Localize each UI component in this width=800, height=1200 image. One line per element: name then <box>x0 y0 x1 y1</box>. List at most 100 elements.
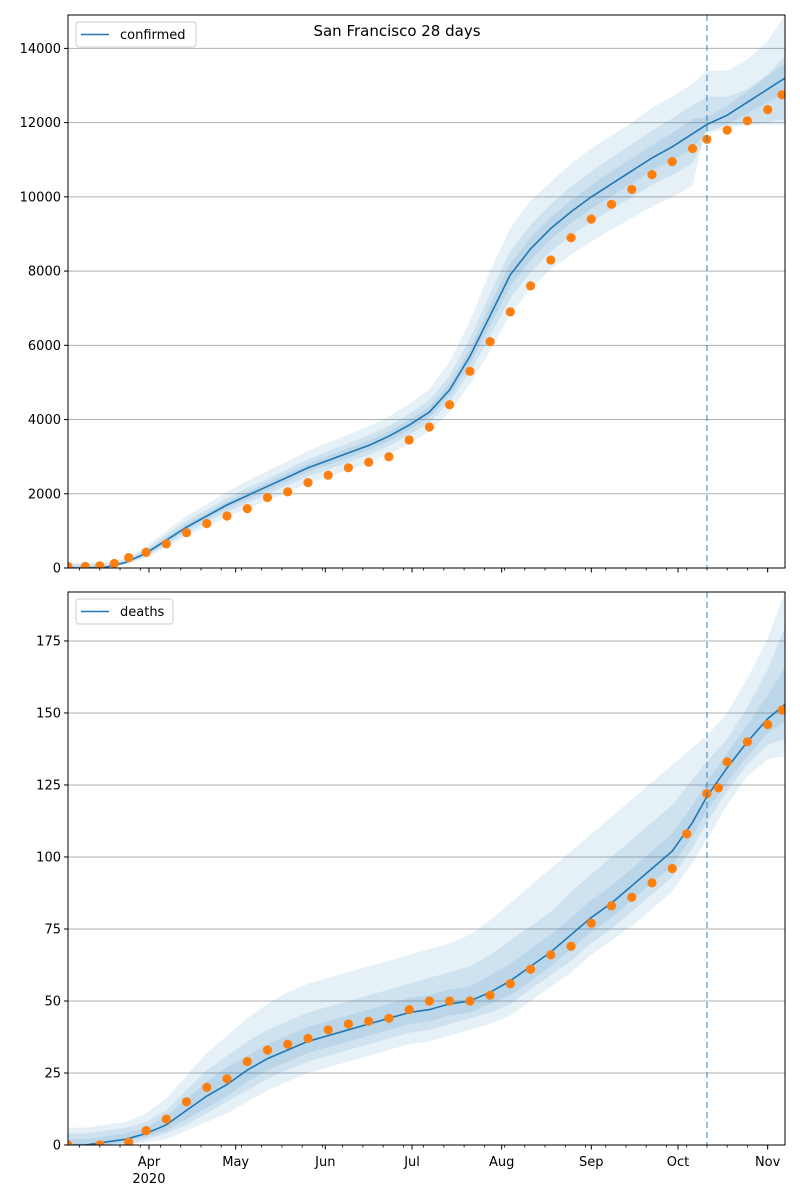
bottom-observed-point <box>546 950 556 960</box>
top-ytick-label: 8000 <box>28 265 61 280</box>
top-panel: 0 2000 4000 6000 8000 10000 12000 14000 confirme… <box>20 14 786 577</box>
top-ytick-label: 2000 <box>28 487 61 502</box>
bottom-series-deaths <box>68 703 785 1145</box>
bottom-panel: 0 25 50 75 100 125 150 175 deaths <box>36 591 786 1154</box>
top-ytick-label: 4000 <box>28 413 61 428</box>
bottom-band-outer <box>68 592 785 1145</box>
bottom-observed-point <box>364 1016 374 1026</box>
top-observed-point <box>606 199 617 209</box>
bottom-ytick-label: 175 <box>36 634 61 649</box>
bottom-observed-point <box>283 1039 293 1049</box>
bottom-ytick-label: 0 <box>53 1139 61 1154</box>
top-observed-point <box>687 144 698 154</box>
top-band-outer <box>68 15 785 568</box>
top-ytick-label: 12000 <box>20 116 61 131</box>
top-legend-label: confirmed <box>120 28 186 43</box>
bottom-observed-point <box>465 996 475 1006</box>
bottom-band-middle <box>68 626 785 1145</box>
top-observed-point <box>586 214 596 224</box>
bottom-observed-point <box>95 1140 105 1145</box>
top-legend-box <box>75 21 197 48</box>
top-axes-frame <box>67 14 786 569</box>
top-observed-point <box>202 518 212 529</box>
top-observed-point <box>465 366 475 376</box>
bottom-observed-point <box>777 705 785 715</box>
bottom-observed-point <box>713 783 724 793</box>
top-plot-area <box>68 15 785 568</box>
bottom-observed-point <box>606 901 617 911</box>
top-observed-point <box>364 457 374 467</box>
bottom-xtick-label: Oct <box>667 1155 689 1170</box>
bottom-legend: deaths <box>75 598 174 625</box>
bottom-observed-point <box>682 829 692 839</box>
bottom-ytick-label: 125 <box>36 778 61 793</box>
bottom-xtick-label: Jul <box>403 1155 420 1170</box>
top-observed-point <box>763 105 773 115</box>
top-observed-point <box>546 255 556 265</box>
bottom-observed-point <box>404 1005 414 1015</box>
top-observed-point <box>343 463 353 473</box>
top-observed-points <box>68 90 785 568</box>
bottom-xtick-label: Nov <box>755 1155 781 1170</box>
bottom-observed-point <box>384 1013 394 1023</box>
bottom-observed-point <box>424 996 434 1006</box>
top-band-middle <box>68 55 785 568</box>
bottom-xtick-label: Sep <box>579 1155 604 1170</box>
top-observed-point <box>485 337 495 347</box>
bottom-observed-point <box>202 1082 212 1092</box>
top-ytick-label: 0 <box>53 562 61 577</box>
bottom-ytick-label: 25 <box>44 1066 61 1081</box>
top-observed-point <box>722 125 732 135</box>
top-ytick-label: 10000 <box>20 190 61 205</box>
top-observed-point <box>742 116 753 126</box>
bottom-plot-area <box>68 592 785 1145</box>
top-observed-point <box>505 307 515 317</box>
bottom-observed-point <box>161 1114 171 1124</box>
top-observed-point <box>647 170 657 180</box>
bottom-observed-point <box>647 878 657 888</box>
top-observed-point <box>424 422 434 432</box>
bottom-observed-point <box>485 990 495 1000</box>
bottom-ytick-label: 75 <box>44 922 61 937</box>
bottom-observed-point <box>445 996 455 1006</box>
top-observed-point <box>262 492 273 503</box>
top-observed-point <box>404 435 414 445</box>
bottom-observed-point <box>141 1126 151 1136</box>
bottom-observed-point <box>124 1137 134 1145</box>
top-observed-point <box>181 528 192 538</box>
bottom-xtick-label: May <box>222 1155 249 1170</box>
bottom-xtick-year-label: 2020 <box>132 1172 165 1187</box>
bottom-observed-point <box>222 1074 232 1084</box>
top-observed-point <box>303 478 313 488</box>
top-observed-point <box>95 561 105 568</box>
top-band-inner <box>68 63 785 568</box>
bottom-ytick-label: 150 <box>36 706 61 721</box>
top-observed-point <box>141 547 151 558</box>
figure-title: San Francisco 28 days <box>313 22 480 40</box>
top-ytick-label: 14000 <box>20 42 61 57</box>
bottom-observed-point <box>763 719 773 730</box>
bottom-ytick-label: 50 <box>44 994 61 1009</box>
top-series-confirmed <box>68 77 785 568</box>
bottom-observed-point <box>303 1033 313 1043</box>
bottom-observed-point <box>242 1056 252 1067</box>
top-observed-point <box>526 281 536 291</box>
top-observed-point <box>283 487 293 497</box>
bottom-observed-point <box>323 1025 333 1035</box>
top-observed-point <box>627 184 637 194</box>
bottom-observed-point <box>526 964 536 974</box>
top-observed-point <box>222 511 232 521</box>
top-observed-point <box>124 553 134 563</box>
top-observed-point <box>445 400 455 410</box>
top-observed-point <box>161 539 171 549</box>
bottom-observed-points <box>68 705 785 1145</box>
bottom-axes-frame <box>67 591 786 1146</box>
top-ytick-label: 6000 <box>28 339 61 354</box>
top-observed-point <box>68 561 73 568</box>
bottom-xtick-label: Jun <box>314 1155 335 1170</box>
bottom-observed-point <box>505 979 515 989</box>
bottom-ytick-label: 100 <box>36 850 61 865</box>
bottom-xtick-label: Aug <box>489 1155 514 1170</box>
